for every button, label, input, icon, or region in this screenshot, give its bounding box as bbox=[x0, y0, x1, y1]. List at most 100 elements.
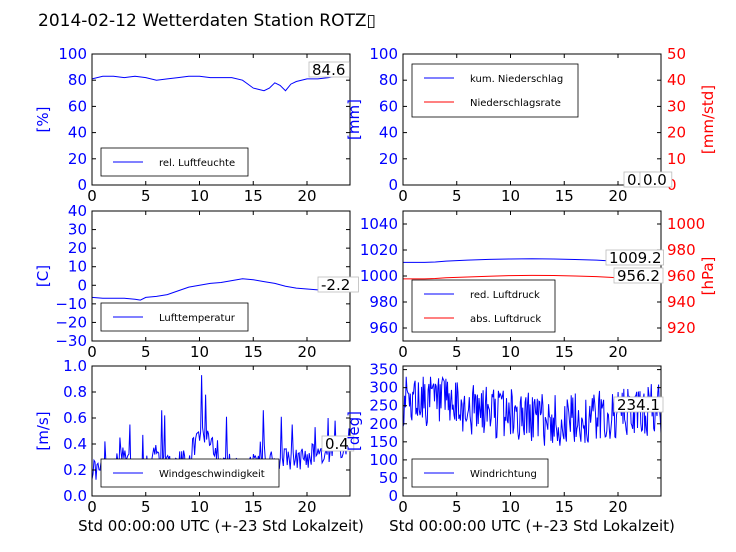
x-tick-label: 20 bbox=[297, 498, 316, 516]
y-right-tick-label: 1000 bbox=[667, 215, 705, 233]
x-tick-label: 5 bbox=[452, 343, 462, 361]
x-tick-label: 5 bbox=[141, 343, 151, 361]
legend-entry: Windrichtung bbox=[470, 469, 537, 480]
chart-panel: 0510152002040608010001020304050[mm][mm/s… bbox=[345, 45, 717, 205]
x-tick-label: 10 bbox=[501, 343, 520, 361]
x-tick-label: 15 bbox=[555, 187, 574, 205]
y-tick-label: 100 bbox=[369, 451, 398, 469]
x-axis-label: Std 00:00:00 UTC (+-23 Std Lokalzeit) bbox=[78, 517, 364, 535]
y-right-axis-label: [hPa] bbox=[699, 257, 717, 296]
y-tick-label: 0 bbox=[77, 176, 87, 194]
y-tick-label: 0.0 bbox=[63, 487, 87, 505]
x-tick-label: 20 bbox=[608, 343, 627, 361]
legend-entry: rel. Luftfeuchte bbox=[159, 158, 235, 169]
chart-panel: 0 5 10 15 20 0 20 40 60 80 100 [%] rel. Luftfeuchte 8… bbox=[34, 45, 351, 205]
y-tick-label: 0.4 bbox=[63, 435, 87, 453]
x-tick-label: 0 bbox=[87, 498, 97, 516]
x-tick-label: 15 bbox=[244, 187, 263, 205]
x-tick-label: 0 bbox=[87, 187, 97, 205]
y-tick-label: 980 bbox=[369, 293, 398, 311]
series-line bbox=[92, 278, 348, 301]
plot-frame bbox=[91, 53, 351, 186]
x-tick-label: 0 bbox=[398, 498, 408, 516]
y-tick-label: 0.2 bbox=[63, 461, 87, 479]
series-line bbox=[403, 375, 661, 446]
legend-entry: kum. Niederschlag bbox=[470, 74, 563, 85]
y-axis-label: [mm] bbox=[345, 99, 363, 140]
y-tick-label: 1040 bbox=[360, 215, 398, 233]
y-tick-label: 60 bbox=[379, 97, 398, 115]
plot-frame bbox=[402, 365, 662, 497]
x-tick-label: 15 bbox=[244, 343, 263, 361]
y-tick-label: 20 bbox=[379, 150, 398, 168]
y-tick-label: −20 bbox=[55, 313, 87, 331]
plot-frame bbox=[402, 53, 662, 186]
x-tick-label: 10 bbox=[190, 343, 209, 361]
value-label-box bbox=[321, 435, 355, 452]
chart-panel: 0 5 10 15 20 960 980 1000 1020 1040 920 940 960 980 10… bbox=[360, 210, 717, 361]
x-tick-label: 0 bbox=[398, 343, 408, 361]
y-tick-label: 0 bbox=[388, 176, 398, 194]
y-right-tick-label: 980 bbox=[667, 241, 696, 259]
x-tick-label: 10 bbox=[190, 498, 209, 516]
x-axis-label: Std 00:00:00 UTC (+-23 Std Lokalzeit) bbox=[389, 517, 675, 535]
y-tick-label: 40 bbox=[379, 124, 398, 142]
legend-box bbox=[411, 279, 556, 333]
value-label-box bbox=[639, 171, 673, 188]
legend-entry: red. Luftdruck bbox=[470, 290, 540, 301]
y-tick-label: 80 bbox=[379, 71, 398, 89]
y-tick-label: 0.6 bbox=[63, 409, 87, 427]
value-label-box bbox=[308, 61, 350, 78]
legend-entry: Lufttemperatur bbox=[159, 313, 236, 324]
x-tick-label: 10 bbox=[501, 187, 520, 205]
y-tick-label: 20 bbox=[68, 150, 87, 168]
x-tick-label: 0 bbox=[398, 187, 408, 205]
y-right-tick-label: 20 bbox=[667, 124, 686, 142]
y-tick-label: 350 bbox=[369, 361, 398, 379]
plot-frame bbox=[91, 365, 351, 497]
x-tick-label: 0 bbox=[87, 343, 97, 361]
legend-entry: abs. Luftdruck bbox=[470, 314, 541, 325]
y-tick-label: 80 bbox=[68, 71, 87, 89]
figure-title: 2014-02-12 Wetterdaten Station ROTZ▯ bbox=[38, 11, 376, 31]
y-right-axis-label: [mm/std] bbox=[699, 85, 717, 154]
y-tick-label: −10 bbox=[55, 295, 87, 313]
y-axis-label: [m/s] bbox=[34, 411, 52, 450]
y-right-tick-label: 10 bbox=[667, 150, 686, 168]
y-tick-label: 10 bbox=[68, 258, 87, 276]
y-tick-label: 1020 bbox=[360, 241, 398, 259]
value-label: 84.6 bbox=[312, 61, 345, 79]
value-label: 0.4 bbox=[325, 435, 349, 453]
y-tick-label: 960 bbox=[369, 319, 398, 337]
y-tick-label: 0 bbox=[77, 276, 87, 294]
series-line bbox=[92, 73, 348, 92]
x-tick-label: 5 bbox=[141, 498, 151, 516]
plot-frame bbox=[91, 210, 351, 342]
x-tick-label: 20 bbox=[608, 187, 627, 205]
x-tick-label: 15 bbox=[244, 498, 263, 516]
y-tick-label: 1000 bbox=[360, 267, 398, 285]
value-label-box bbox=[317, 276, 359, 293]
x-tick-label: 20 bbox=[297, 187, 316, 205]
y-right-tick-label: 920 bbox=[667, 319, 696, 337]
y-axis-label: [C] bbox=[34, 265, 52, 287]
value-label-box bbox=[613, 396, 664, 413]
y-tick-label: 30 bbox=[68, 221, 87, 239]
y-axis-label: [deg] bbox=[345, 411, 363, 451]
value-label: 956.2 bbox=[617, 267, 660, 285]
value-label: 0.0 bbox=[643, 171, 667, 189]
value-label: 234.1 bbox=[617, 396, 660, 414]
legend-entry: Niederschlagsrate bbox=[470, 98, 561, 109]
chart-panel: 0 5 10 15 20 0.0 0.2 0.4 0.6 0.8 1.0 [m/s] Std 00:00… bbox=[34, 357, 364, 535]
x-tick-label: 5 bbox=[452, 187, 462, 205]
y-tick-label: 100 bbox=[58, 45, 87, 63]
y-right-tick-label: 40 bbox=[667, 71, 686, 89]
value-label: 1009.2 bbox=[609, 249, 662, 267]
x-tick-label: 5 bbox=[141, 187, 151, 205]
y-tick-label: 1.0 bbox=[63, 357, 87, 375]
y-tick-label: 200 bbox=[369, 415, 398, 433]
y-right-tick-label: 940 bbox=[667, 293, 696, 311]
value-label: -2.2 bbox=[321, 276, 350, 294]
y-tick-label: 40 bbox=[68, 124, 87, 142]
